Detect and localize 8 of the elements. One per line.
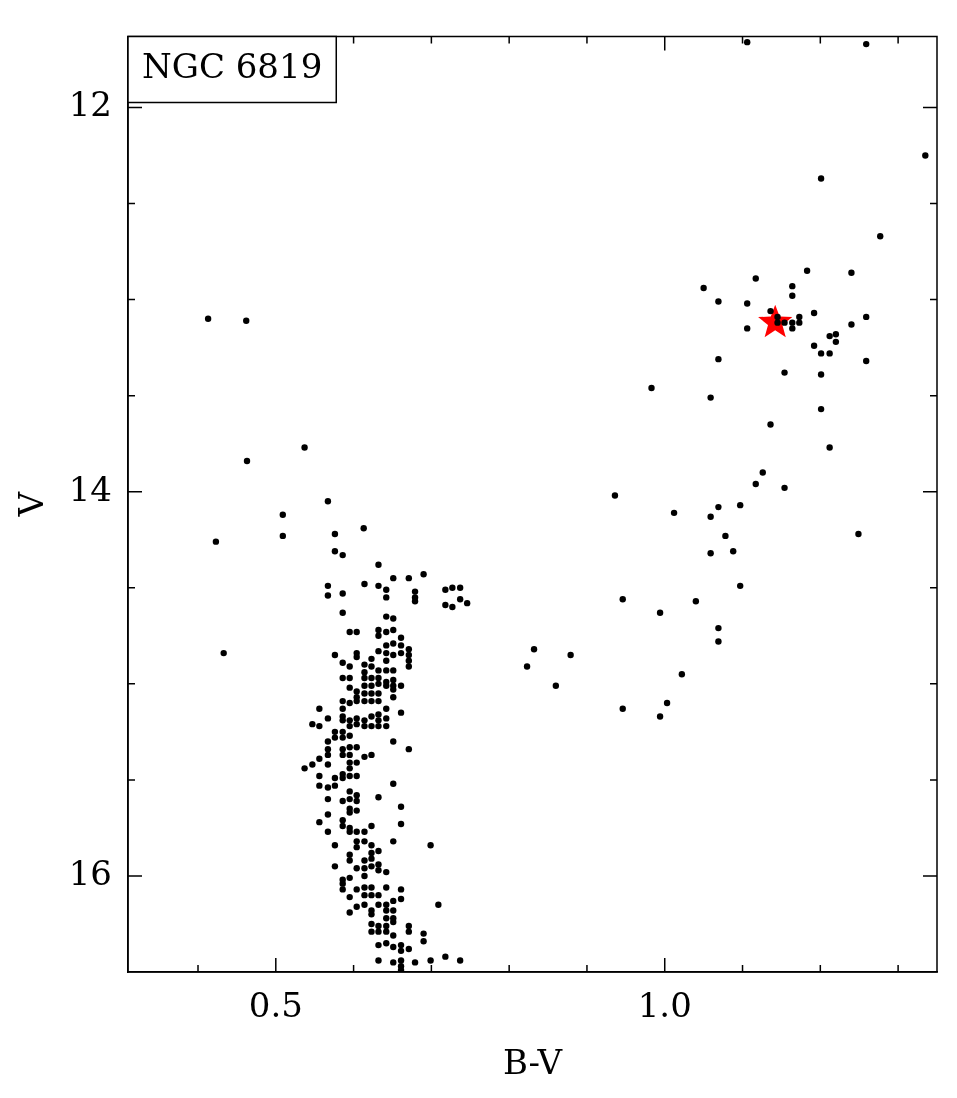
y-axis-title: V bbox=[11, 490, 52, 518]
y-tick-label: 12 bbox=[68, 84, 112, 125]
annotation: NGC 6819 bbox=[142, 46, 323, 87]
x-axis-title: B-V bbox=[502, 1042, 564, 1083]
y-tick-label: 14 bbox=[68, 468, 112, 509]
y-tick-label: 16 bbox=[68, 852, 112, 893]
x-tick-label: 0.5 bbox=[248, 985, 303, 1026]
x-tick-label: 1.0 bbox=[637, 985, 692, 1026]
